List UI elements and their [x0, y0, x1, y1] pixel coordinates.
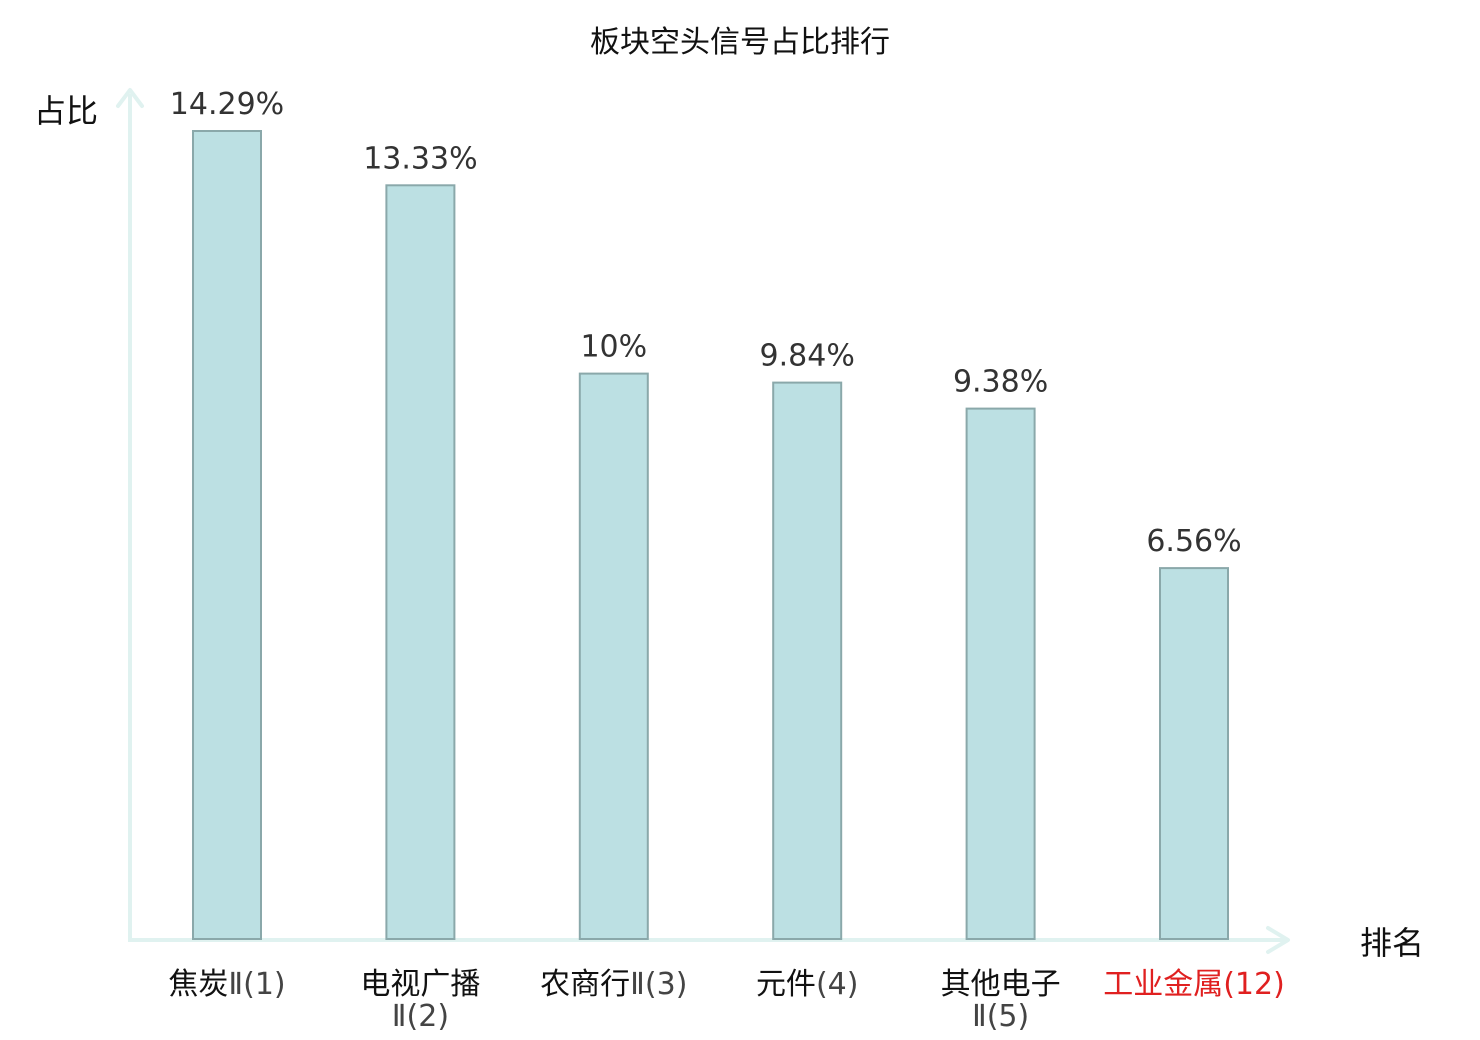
y-axis-arrow	[116, 88, 144, 108]
bar	[772, 381, 843, 941]
x-tick-label-text: 焦炭Ⅱ(1)	[168, 967, 285, 1002]
x-tick-label-name: 工业金属	[1103, 967, 1223, 1002]
axes	[116, 88, 1290, 954]
x-tick-label-name: 其他电子	[941, 967, 1061, 1002]
data-label: 10%	[580, 330, 647, 365]
chart-title: 板块空头信号占比排行	[590, 25, 890, 60]
x-tick-label-name: 农商行	[540, 967, 630, 1002]
x-tick-label: 元件(4)	[756, 967, 859, 1002]
data-label: 9.38%	[953, 365, 1048, 400]
value-labels-group: 14.29% 13.33% 10% 9.84% 9.38% 6.56%	[170, 87, 1242, 559]
data-label: 13.33%	[363, 141, 477, 176]
x-tick-label-text: 元件(4)	[756, 967, 859, 1002]
x-tick-label-rank: Ⅱ(3)	[630, 967, 687, 1002]
x-axis-arrow	[1266, 926, 1290, 954]
x-tick-label-name: 元件	[756, 967, 816, 1002]
data-label: 14.29%	[170, 87, 284, 122]
x-axis-label: 排名	[1360, 924, 1424, 962]
x-tick-label-rank: Ⅱ(2)	[392, 999, 449, 1034]
x-tick-label: 工业金属(12)	[1103, 967, 1285, 1002]
x-tick-label-rank: (4)	[816, 967, 859, 1002]
x-tick-label-name: 焦炭	[168, 967, 228, 1002]
x-tick-label-rank: Ⅱ(1)	[228, 967, 285, 1002]
data-label: 9.84%	[760, 339, 855, 374]
x-tick-label: 农商行Ⅱ(3)	[540, 967, 687, 1002]
y-axis-label: 占比	[34, 92, 98, 130]
bar	[578, 372, 649, 941]
x-tick-label: 焦炭Ⅱ(1)	[168, 967, 285, 1002]
bar	[385, 184, 456, 941]
x-tick-label-text: 工业金属(12)	[1103, 967, 1285, 1002]
x-tick-label-text: 农商行Ⅱ(3)	[540, 967, 687, 1002]
x-tick-label-name: 电视广播	[360, 967, 480, 1002]
data-label: 6.56%	[1146, 524, 1241, 559]
bars-group	[192, 130, 1229, 941]
bar	[1159, 567, 1229, 940]
x-tick-label-rank: Ⅱ(5)	[972, 999, 1029, 1034]
bar	[965, 407, 1036, 941]
bar	[192, 130, 262, 940]
x-tick-label-rank: (12)	[1223, 967, 1285, 1002]
